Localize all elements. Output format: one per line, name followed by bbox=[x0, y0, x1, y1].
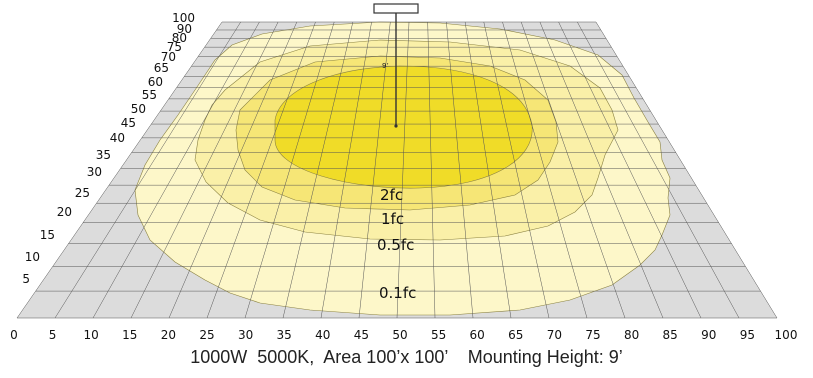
y-tick-label: 100 bbox=[172, 11, 195, 25]
grid-line-lengthwise bbox=[244, 21, 335, 319]
y-tick-label: 80 bbox=[172, 31, 187, 45]
x-tick-label: 0 bbox=[10, 328, 18, 342]
grid-line-lengthwise bbox=[558, 21, 702, 319]
x-tick-label: 45 bbox=[354, 328, 369, 342]
grid-line-lengthwise bbox=[54, 21, 241, 319]
y-tick-label: 20 bbox=[57, 205, 72, 219]
grid-line-lengthwise bbox=[520, 21, 626, 319]
grid-line-lengthwise bbox=[92, 21, 260, 319]
grid-line-lengthwise bbox=[427, 21, 436, 319]
grid-line-lengthwise bbox=[464, 21, 512, 319]
contour-label-2fc: 2fc bbox=[380, 186, 403, 204]
y-tick-label: 10 bbox=[25, 250, 40, 264]
grid-line-lengthwise bbox=[396, 21, 410, 319]
y-tick-label: 40 bbox=[110, 131, 125, 145]
x-tick-label: 85 bbox=[663, 328, 678, 342]
x-tick-label: 25 bbox=[199, 328, 214, 342]
x-tick-label: 5 bbox=[49, 328, 57, 342]
y-tick-label: 65 bbox=[154, 61, 169, 75]
y-tick-label: 60 bbox=[148, 75, 163, 89]
x-tick-label: 10 bbox=[84, 328, 99, 342]
y-tick-label: 90 bbox=[177, 22, 192, 36]
contour-2fc-region bbox=[274, 65, 533, 189]
x-tick-label: 100 bbox=[775, 328, 798, 342]
grid-line-lengthwise bbox=[595, 21, 778, 319]
grid-line-lengthwise bbox=[168, 21, 298, 319]
x-tick-label: 30 bbox=[238, 328, 253, 342]
y-tick-label: 55 bbox=[142, 88, 157, 102]
y-tick-label: 5 bbox=[22, 272, 30, 286]
x-axis-ticks: 0 5 10 15 20 25 30 35 40 45 50 55 60 65 70 75 80 85 90 95 10… bbox=[10, 328, 797, 342]
y-tick-label: 35 bbox=[96, 148, 111, 162]
y-tick-label: 30 bbox=[87, 165, 102, 179]
diagram-caption: 1000W 5000K, Area 100’x 100’ Mounting He… bbox=[190, 347, 623, 367]
x-tick-label: 55 bbox=[431, 328, 446, 342]
grid-line-lengthwise bbox=[206, 21, 316, 319]
x-tick-label: 70 bbox=[547, 328, 562, 342]
grid-line-lengthwise bbox=[577, 21, 740, 319]
pole-base-point bbox=[394, 124, 398, 128]
x-tick-label: 40 bbox=[315, 328, 330, 342]
y-tick-label: 50 bbox=[131, 102, 146, 116]
grid-line-lengthwise bbox=[502, 21, 588, 319]
grid-line-lengthwise bbox=[282, 21, 354, 319]
x-tick-label: 60 bbox=[470, 328, 485, 342]
grid-line-lengthwise bbox=[320, 21, 372, 319]
grid-line-lengthwise bbox=[446, 21, 474, 319]
contour-label-0.1fc: 0.1fc bbox=[379, 284, 416, 302]
y-tick-label: 70 bbox=[161, 50, 176, 64]
x-tick-label: 90 bbox=[701, 328, 716, 342]
y-tick-label: 15 bbox=[40, 228, 55, 242]
x-tick-label: 15 bbox=[122, 328, 137, 342]
y-tick-label: 45 bbox=[121, 116, 136, 130]
contour-label-0.5fc: 0.5fc bbox=[377, 236, 414, 254]
floor-grid bbox=[16, 21, 778, 319]
grid-line-lengthwise bbox=[16, 21, 223, 319]
x-tick-label: 20 bbox=[161, 328, 176, 342]
x-tick-label: 95 bbox=[740, 328, 755, 342]
x-tick-label: 75 bbox=[585, 328, 600, 342]
x-tick-label: 80 bbox=[624, 328, 639, 342]
grid-line-lengthwise bbox=[130, 21, 279, 319]
grid-line-lengthwise bbox=[483, 21, 550, 319]
fixture-head bbox=[373, 3, 419, 14]
y-tick-label: 25 bbox=[75, 186, 90, 200]
grid-line-lengthwise bbox=[358, 21, 391, 319]
x-tick-label: 50 bbox=[392, 328, 407, 342]
contour-label-1fc: 1fc bbox=[381, 210, 404, 228]
height-marker-label: 9’ bbox=[382, 62, 389, 70]
grid-line-lengthwise bbox=[539, 21, 664, 319]
x-tick-label: 35 bbox=[277, 328, 292, 342]
y-tick-label: 75 bbox=[167, 40, 182, 54]
x-tick-label: 65 bbox=[508, 328, 523, 342]
